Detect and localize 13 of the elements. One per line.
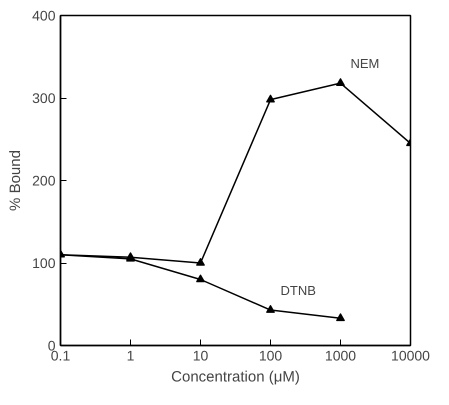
x-tick-label: 1000: [324, 348, 356, 364]
series-label: NEM: [350, 56, 380, 72]
y-tick-label: 200: [32, 172, 56, 188]
y-tick-label: 100: [32, 255, 56, 271]
x-tick-label: 10000: [391, 348, 430, 364]
x-tick-label: 10: [192, 348, 208, 364]
series-label: DTNB: [280, 283, 316, 298]
x-axis-title: Concentration (μM): [171, 368, 300, 386]
y-tick-label: 300: [32, 90, 56, 106]
x-tick-label: 1: [126, 348, 135, 364]
x-tick-label: 100: [258, 348, 282, 364]
y-tick-label: 400: [32, 8, 56, 24]
y-axis-title: % Bound: [7, 150, 24, 211]
